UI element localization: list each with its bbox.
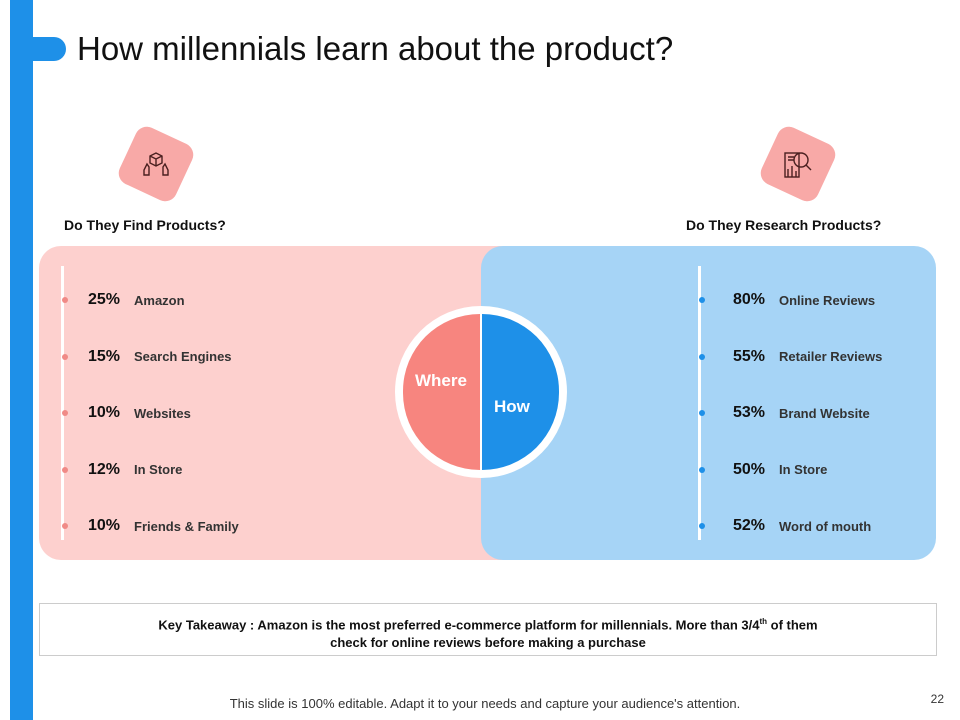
how-label: How [494, 397, 530, 416]
where-how-circle: Where How [395, 306, 567, 478]
item-percent: 80% [733, 291, 766, 308]
timeline-dot [61, 297, 68, 303]
item-percent: 53% [733, 404, 766, 421]
where-half [403, 314, 480, 470]
item-percent: 25% [88, 291, 121, 308]
item-percent: 15% [88, 347, 121, 365]
page-number: 22 [930, 692, 944, 706]
item-percent: 52% [733, 517, 766, 534]
list-item: 52% Word of mouth [733, 514, 871, 538]
accent-sidebar [10, 0, 33, 720]
how-half [482, 314, 559, 470]
item-percent: 55% [733, 347, 766, 365]
item-label: Search Engines [134, 349, 232, 364]
timeline-dot [61, 410, 68, 416]
footer-note: This slide is 100% editable. Adapt it to… [229, 696, 741, 711]
list-item: 10% Friends & Family [88, 514, 239, 538]
timeline-dot [698, 297, 705, 303]
takeaway-text: Key Takeaway : Amazon is the most prefer… [158, 617, 760, 633]
magnifier-chart-icon [784, 152, 812, 178]
takeaway-text-end: of them [767, 617, 818, 633]
timeline-dot [698, 410, 705, 416]
item-label: Retailer Reviews [779, 349, 883, 364]
item-label: In Store [779, 462, 828, 477]
item-percent: 50% [733, 460, 766, 478]
page-title: How millennials learn about the product? [77, 30, 674, 67]
research-products-icon-box [756, 122, 840, 206]
hands-holding-box-icon [143, 152, 169, 176]
list-item: 10% Websites [88, 401, 191, 425]
item-label: Websites [134, 405, 191, 421]
item-percent: 10% [88, 517, 121, 534]
list-item: 12% In Store [88, 458, 182, 482]
item-label: Brand Website [779, 405, 870, 421]
list-item: 50% In Store [733, 458, 827, 482]
key-takeaway: Key Takeaway : Amazon is the most prefer… [39, 603, 937, 656]
timeline-dot [698, 466, 705, 473]
takeaway-sup: th [759, 617, 768, 626]
left-timeline [61, 266, 64, 540]
list-item: 80% Online Reviews [733, 288, 875, 312]
find-products-icon-box [114, 122, 198, 206]
takeaway-line2: check for online reviews before making a… [330, 635, 646, 651]
timeline-dot [698, 523, 705, 529]
timeline-dot [698, 353, 705, 360]
item-label: Amazon [134, 292, 185, 308]
timeline-dot [61, 466, 68, 473]
list-item: 25% Amazon [88, 288, 185, 312]
title-tab-accent [10, 37, 66, 61]
item-label: In Store [134, 462, 183, 477]
timeline-dot [61, 523, 68, 529]
list-item: 55% Retailer Reviews [733, 345, 882, 369]
item-label: Friends & Family [134, 518, 239, 534]
item-percent: 10% [88, 404, 121, 421]
right-timeline [698, 266, 701, 540]
find-products-heading: Do They Find Products? [64, 217, 226, 233]
where-label: Where [415, 371, 467, 390]
item-percent: 12% [88, 460, 121, 478]
item-label: Word of mouth [779, 518, 872, 534]
list-item: 53% Brand Website [733, 401, 870, 425]
list-item: 15% Search Engines [88, 345, 232, 369]
research-products-heading: Do They Research Products? [686, 217, 882, 233]
item-label: Online Reviews [779, 292, 876, 308]
timeline-dot [61, 353, 68, 360]
